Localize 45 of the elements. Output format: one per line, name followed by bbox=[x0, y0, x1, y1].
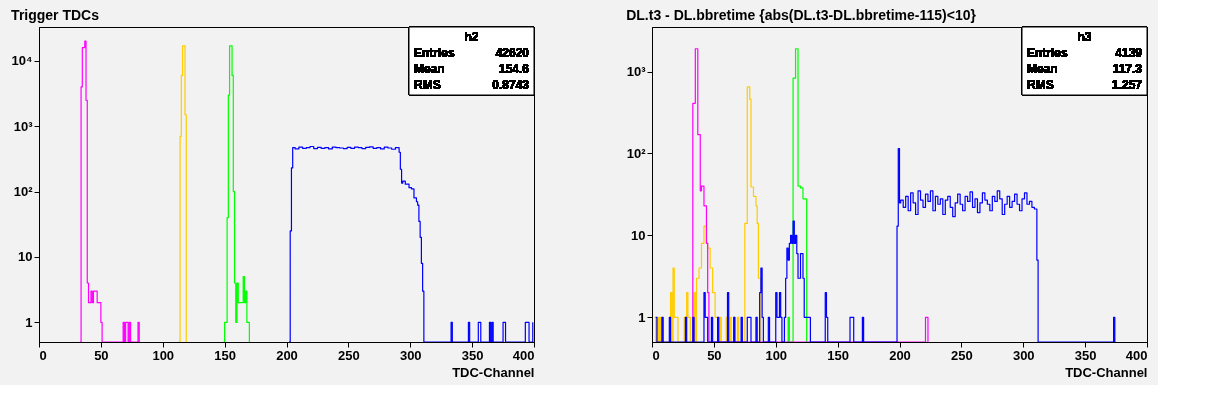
annotation: Entries bbox=[1027, 46, 1069, 60]
annotation: 117.3 bbox=[1112, 62, 1143, 76]
x-tick-label: 400 bbox=[1125, 347, 1148, 363]
y-tick-label: 10⁴ bbox=[11, 53, 33, 69]
x-axis-title: TDC-Channel bbox=[1065, 364, 1148, 380]
x-tick-label: 50 bbox=[707, 347, 722, 363]
annotation: h2 bbox=[464, 30, 479, 44]
annotation: 4139 bbox=[1115, 46, 1143, 60]
x-tick-label: 100 bbox=[765, 347, 788, 363]
annotation: 1.257 bbox=[1111, 78, 1143, 92]
annotation: 42620 bbox=[495, 46, 530, 60]
x-tick-label: 0 bbox=[39, 347, 47, 363]
x-tick-label: 300 bbox=[1012, 347, 1035, 363]
x-tick-label: 0 bbox=[652, 347, 660, 363]
annotation: 0.8743 bbox=[492, 78, 530, 92]
x-tick-label: 350 bbox=[461, 347, 484, 363]
x-tick-label: 200 bbox=[276, 347, 298, 363]
x-tick-label: 300 bbox=[399, 347, 422, 363]
x-tick-label: 250 bbox=[951, 347, 973, 363]
x-tick-label: 200 bbox=[889, 347, 911, 363]
annotation: Mean bbox=[1027, 62, 1058, 76]
x-tick-label: 50 bbox=[94, 347, 109, 363]
annotation: Entries bbox=[414, 46, 456, 60]
y-tick-label: 1 bbox=[638, 309, 646, 325]
chart-title: DL.t3 - DL.bbretime {abs(DL.t3-DL.bbretime-115)<10} bbox=[626, 6, 977, 23]
chart-title: Trigger TDCs bbox=[11, 6, 100, 23]
annotation: Mean bbox=[414, 62, 445, 76]
y-tick-label: 10 bbox=[631, 227, 646, 243]
x-tick-label: 400 bbox=[512, 347, 535, 363]
annotation: h3 bbox=[1077, 30, 1092, 44]
y-tick-label: 10 bbox=[18, 249, 33, 265]
x-axis-title: TDC-Channel bbox=[452, 364, 535, 380]
x-tick-label: 250 bbox=[338, 347, 360, 363]
y-tick-label: 10³ bbox=[13, 118, 34, 134]
y-tick-label: 10² bbox=[13, 184, 34, 200]
annotation: RMS bbox=[1027, 78, 1054, 92]
annotation: RMS bbox=[414, 78, 441, 92]
x-tick-label: 150 bbox=[827, 347, 849, 363]
y-tick-label: 10³ bbox=[626, 64, 647, 80]
y-tick-label: 1 bbox=[25, 314, 33, 330]
x-tick-label: 350 bbox=[1074, 347, 1097, 363]
y-tick-label: 10² bbox=[626, 145, 647, 161]
annotation: 154.6 bbox=[498, 62, 530, 76]
x-tick-label: 100 bbox=[152, 347, 175, 363]
x-tick-label: 150 bbox=[214, 347, 236, 363]
